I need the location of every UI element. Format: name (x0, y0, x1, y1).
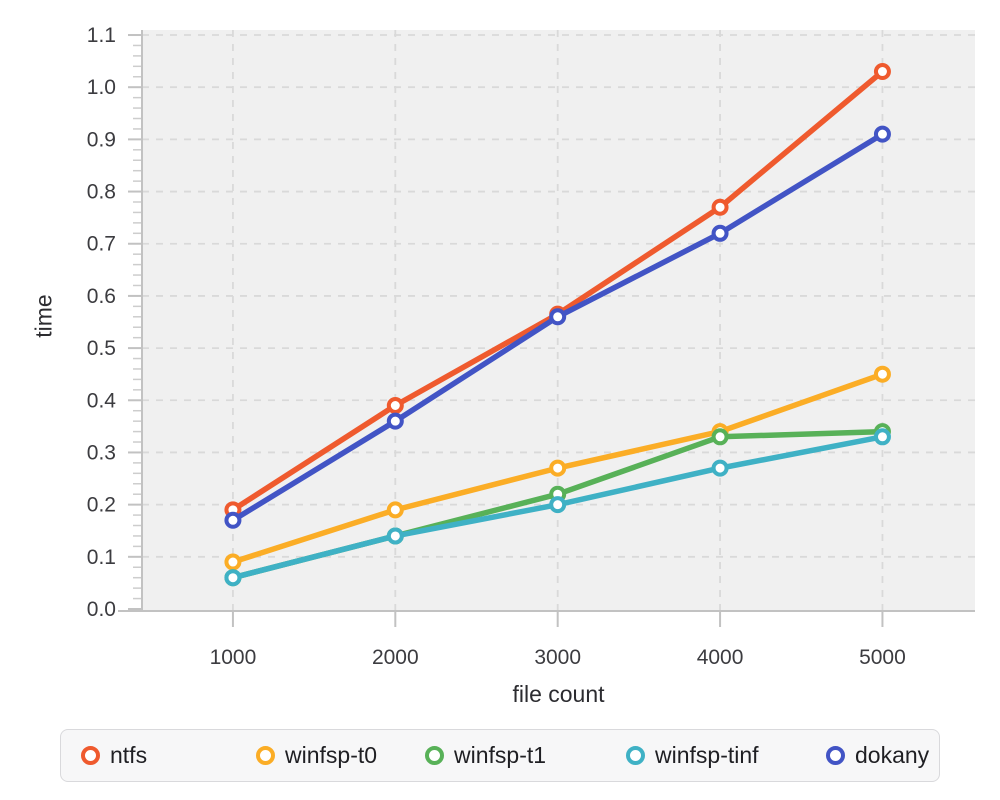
marker-winfsp-tinf-3000 (549, 496, 567, 514)
legend-item-winfsp-t0: winfsp-t0 (256, 742, 425, 769)
legend-label: ntfs (110, 742, 148, 768)
legend: ntfs winfsp-t0 winfsp-t1 winfsp-tinf dokany (60, 729, 940, 782)
marker-dokany-3000 (549, 308, 567, 326)
marker-dokany-2000 (386, 412, 404, 430)
marker-winfsp-tinf-2000 (386, 527, 404, 545)
marker-winfsp-t0-3000 (549, 459, 567, 477)
y-tick-label: 0.2 (87, 494, 116, 517)
y-axis-title: time (30, 294, 57, 338)
legend-marker-dokany (826, 746, 845, 765)
marker-winfsp-tinf-1000 (224, 569, 242, 587)
y-tick-label: 0.1 (87, 546, 116, 569)
x-tick-label: 4000 (697, 646, 744, 669)
y-tick-label: 1.0 (87, 76, 116, 99)
legend-label: dokany (855, 742, 930, 768)
legend-item-winfsp-t1: winfsp-t1 (425, 742, 626, 769)
marker-winfsp-tinf-5000 (873, 428, 891, 446)
legend-label: winfsp-tinf (655, 742, 759, 768)
legend-label: winfsp-t1 (454, 742, 547, 768)
marker-dokany-1000 (224, 511, 242, 529)
legend-item-ntfs: ntfs (81, 742, 256, 769)
y-tick-label: 0.4 (87, 389, 117, 412)
marker-winfsp-tinf-4000 (711, 459, 729, 477)
marker-dokany-5000 (873, 125, 891, 143)
marker-winfsp-t1-4000 (711, 428, 729, 446)
y-tick-label: 1.1 (87, 24, 116, 47)
legend-marker-winfsp-tinf (626, 746, 645, 765)
x-axis-title: file count (512, 681, 605, 707)
marker-winfsp-t0-2000 (386, 501, 404, 519)
marker-winfsp-t0-1000 (224, 553, 242, 571)
legend-marker-winfsp-t0 (256, 746, 275, 765)
y-tick-label: 0.3 (87, 441, 116, 464)
marker-dokany-4000 (711, 224, 729, 242)
marker-ntfs-2000 (386, 396, 404, 414)
marker-ntfs-5000 (873, 63, 891, 81)
x-tick-label: 5000 (859, 646, 906, 669)
y-tick-label: 0.9 (87, 128, 116, 151)
legend-marker-ntfs (81, 746, 100, 765)
legend-marker-winfsp-t1 (425, 746, 444, 765)
legend-item-dokany: dokany (826, 742, 929, 769)
legend-item-winfsp-tinf: winfsp-tinf (626, 742, 826, 769)
y-tick-label: 0.0 (87, 598, 116, 621)
x-tick-label: 2000 (372, 646, 419, 669)
y-tick-label: 0.5 (87, 337, 116, 360)
x-tick-label: 1000 (210, 646, 257, 669)
y-tick-label: 0.7 (87, 233, 116, 256)
legend-label: winfsp-t0 (285, 742, 378, 768)
y-tick-label: 0.6 (87, 285, 116, 308)
y-tick-label: 0.8 (87, 181, 116, 204)
marker-ntfs-4000 (711, 198, 729, 216)
x-tick-label: 3000 (534, 646, 581, 669)
marker-winfsp-t0-5000 (873, 365, 891, 383)
